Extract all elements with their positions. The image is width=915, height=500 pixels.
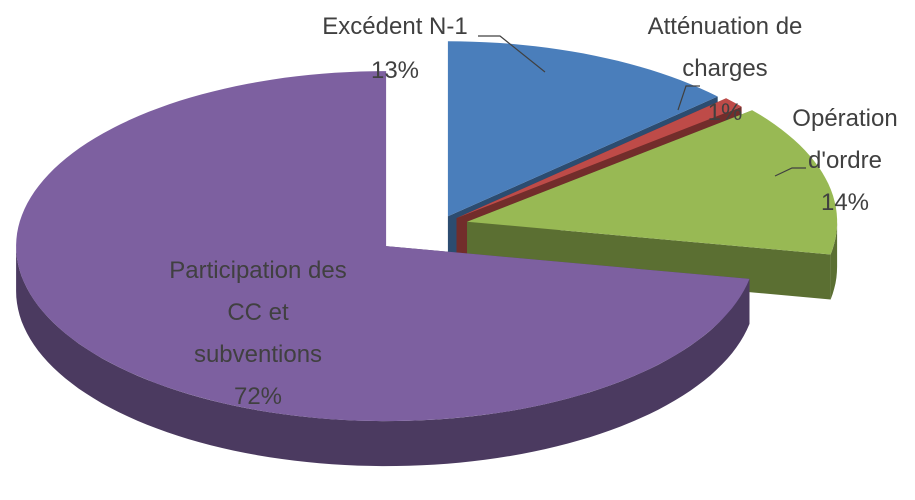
slice-side [16,246,750,467]
leader-line [677,85,700,111]
leader-line [774,167,806,177]
slice [467,110,838,255]
slice-label: Atténuation de charges [647,13,803,82]
slice [447,41,718,217]
slice-label: Participation des CC et subventions [169,257,347,368]
slice-side [830,221,838,300]
slice-value-label: 1% [707,99,743,126]
slice-value-label: 13% [370,57,420,84]
pie [16,41,838,467]
slice-label: Opération d'ordre [792,105,898,174]
slice-label: Excédent N-1 [322,13,468,40]
slice-value-label: 72% [233,383,283,410]
slice [16,71,750,422]
leader-line [478,35,546,73]
slice [456,98,742,219]
slice-value-label: 14% [820,189,870,216]
